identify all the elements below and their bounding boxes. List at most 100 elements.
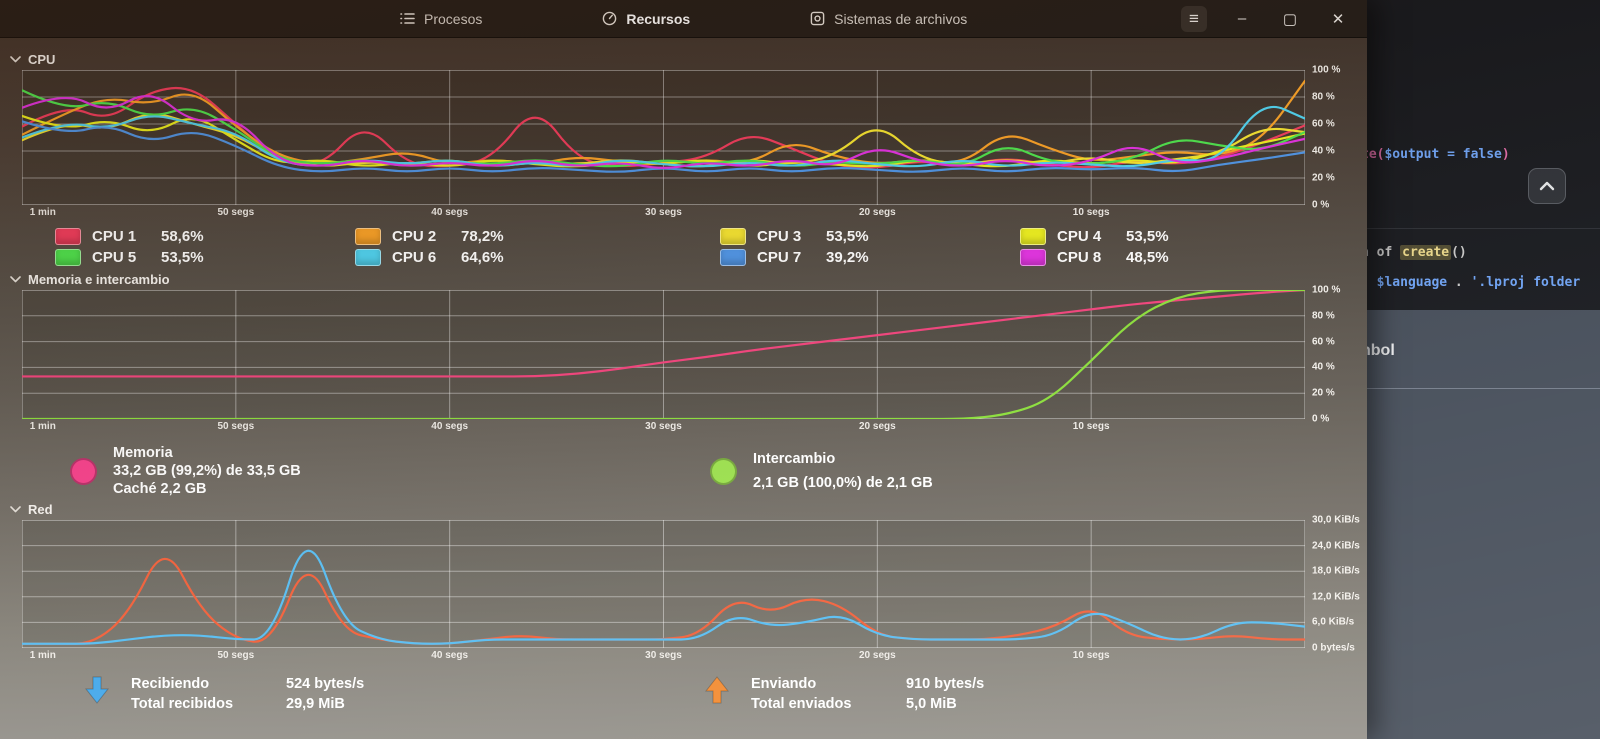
swap-usage: 2,1 GB (100,0%) de 2,1 GB (753, 475, 933, 491)
network-chart (22, 520, 1305, 648)
memory-usage: 33,2 GB (99,2%) de 33,5 GB (113, 463, 301, 479)
network-chart-y-axis: 30,0 KiB/s 24,0 KiB/s 18,0 KiB/s 12,0 KiB/s… (1305, 515, 1367, 654)
cpu-chart (22, 70, 1305, 205)
x-axis-label: 1 min (29, 650, 56, 661)
x-axis-label: 10 segs (1072, 650, 1110, 661)
cpu-label: CPU 4 (1057, 228, 1102, 245)
cpu-label: CPU 8 (1057, 249, 1102, 266)
cpu6-legend-item: CPU 6 64,6% (355, 249, 720, 266)
x-axis-label: 20 segs (858, 421, 896, 432)
y-axis-label: 80 % (1312, 310, 1335, 322)
minimize-icon: – (1237, 10, 1247, 27)
y-axis-label: 18,0 KiB/s (1312, 565, 1360, 577)
memory-legend: Memoria 33,2 GB (99,2%) de 33,5 GB Caché… (0, 436, 1367, 498)
x-axis-label: 50 segs (217, 650, 255, 661)
maximize-button[interactable]: ▢ (1277, 6, 1303, 32)
cpu-label: CPU 6 (392, 249, 437, 266)
tab-label: Sistemas de archivos (834, 10, 968, 27)
x-axis-label: 20 segs (858, 207, 896, 218)
cpu3-color-swatch (720, 228, 746, 245)
x-axis-label: 1 min (29, 421, 56, 432)
code-token: n of (1361, 245, 1401, 260)
window-controls: ≡ – ▢ ✕ (1181, 5, 1351, 32)
titlebar: Procesos Recursos Sistemas de archivos ≡ (0, 0, 1367, 38)
swap-color-circle (710, 457, 737, 485)
received-legend-item: Recibiendo 524 bytes/s Total recibidos 2… (85, 675, 705, 713)
received-total: 29,9 MiB (286, 696, 345, 712)
y-axis-label: 40 % (1312, 361, 1335, 373)
cpu4-color-swatch (1020, 228, 1046, 245)
y-axis-label: 12,0 KiB/s (1312, 591, 1360, 603)
tab-recursos[interactable]: Recursos (602, 11, 690, 27)
cpu-value: 64,6% (461, 249, 504, 266)
sent-label: Enviando (751, 676, 817, 692)
y-axis-label: 30,0 KiB/s (1312, 514, 1360, 526)
code-token-highlighted: create (1400, 245, 1452, 260)
speedometer-icon (603, 11, 617, 26)
cpu7-legend-item: CPU 7 39,2% (720, 249, 1020, 266)
network-section-header[interactable]: Red (0, 498, 1367, 520)
tab-label: Recursos (626, 10, 691, 27)
cpu-value: 53,5% (161, 249, 204, 266)
cpu-label: CPU 5 (92, 249, 137, 266)
resources-view: CPU 100 % 80 % 60 % 40 % 20 % 0 % 1 min 50 seg… (0, 38, 1367, 739)
cpu-label: CPU 1 (92, 228, 137, 245)
close-button[interactable]: ✕ (1325, 6, 1351, 32)
y-axis-label: 0 % (1312, 199, 1330, 211)
x-axis-label: 50 segs (217, 207, 255, 218)
hamburger-icon: ≡ (1189, 8, 1199, 28)
cpu-label: CPU 2 (392, 228, 437, 245)
tab-procesos[interactable]: Procesos (400, 11, 482, 27)
memory-section-header[interactable]: Memoria e intercambio (0, 268, 1367, 290)
cpu5-legend-item: CPU 5 53,5% (55, 249, 355, 266)
maximize-icon: ▢ (1282, 10, 1298, 28)
y-axis-label: 24,0 KiB/s (1312, 540, 1360, 552)
x-axis-label: 40 segs (431, 207, 469, 218)
network-section-title: Red (28, 502, 53, 517)
y-axis-label: 6,0 KiB/s (1312, 616, 1355, 628)
x-axis-label: 50 segs (217, 421, 255, 432)
cpu1-color-swatch (55, 228, 81, 245)
y-axis-label: 80 % (1312, 91, 1335, 103)
cpu-section-header[interactable]: CPU (0, 48, 1367, 70)
panel-text: nbol (1361, 342, 1395, 359)
code-line: . $language . '.lproj folder (1361, 275, 1580, 290)
memory-chart-x-axis: 1 min 50 segs 40 segs 30 segs 20 segs 10 segs (22, 419, 1305, 436)
x-axis-label: 30 segs (645, 421, 682, 432)
hard-disk-icon (810, 11, 825, 26)
scroll-to-top-button[interactable] (1528, 168, 1566, 204)
cpu-section-title: CPU (28, 52, 56, 67)
editor-divider (1355, 228, 1600, 229)
code-token: $output = false (1384, 147, 1502, 162)
cpu-label: CPU 3 (757, 228, 802, 245)
cpu-value: 53,5% (1126, 228, 1169, 245)
memory-color-circle (70, 457, 97, 485)
memory-section-title: Memoria e intercambio (28, 272, 170, 287)
y-axis-label: 60 % (1312, 336, 1335, 348)
x-axis-label: 10 segs (1072, 421, 1110, 432)
memory-label: Memoria (113, 445, 173, 461)
chevron-up-icon (1539, 181, 1555, 191)
y-axis-label: 100 % (1312, 284, 1341, 296)
process-list-icon (400, 13, 415, 24)
menu-button[interactable]: ≡ (1181, 5, 1207, 32)
y-axis-label: 20 % (1312, 172, 1335, 184)
minimize-button[interactable]: – (1229, 6, 1255, 32)
y-axis-label: 60 % (1312, 118, 1335, 130)
network-legend: Recibiendo 524 bytes/s Total recibidos 2… (0, 665, 1367, 713)
sent-total-label: Total enviados (751, 696, 852, 712)
memory-chart (22, 290, 1305, 419)
memory-legend-item: Memoria 33,2 GB (99,2%) de 33,5 GB Caché… (70, 444, 710, 498)
close-icon: ✕ (1331, 10, 1345, 28)
cpu-chart-x-axis: 1 min 50 segs 40 segs 30 segs 20 segs 10 segs (22, 205, 1305, 222)
chevron-down-icon (10, 56, 21, 63)
received-rate: 524 bytes/s (286, 676, 365, 692)
tab-sistemas-de-archivos[interactable]: Sistemas de archivos (810, 11, 967, 27)
swap-label: Intercambio (753, 451, 836, 467)
view-tabs: Procesos Recursos Sistemas de archivos (400, 11, 967, 27)
y-axis-label: 0 bytes/s (1312, 642, 1355, 654)
code-line: n of create() (1361, 245, 1467, 260)
chevron-down-icon (10, 276, 21, 283)
upload-arrow-icon (705, 676, 729, 704)
